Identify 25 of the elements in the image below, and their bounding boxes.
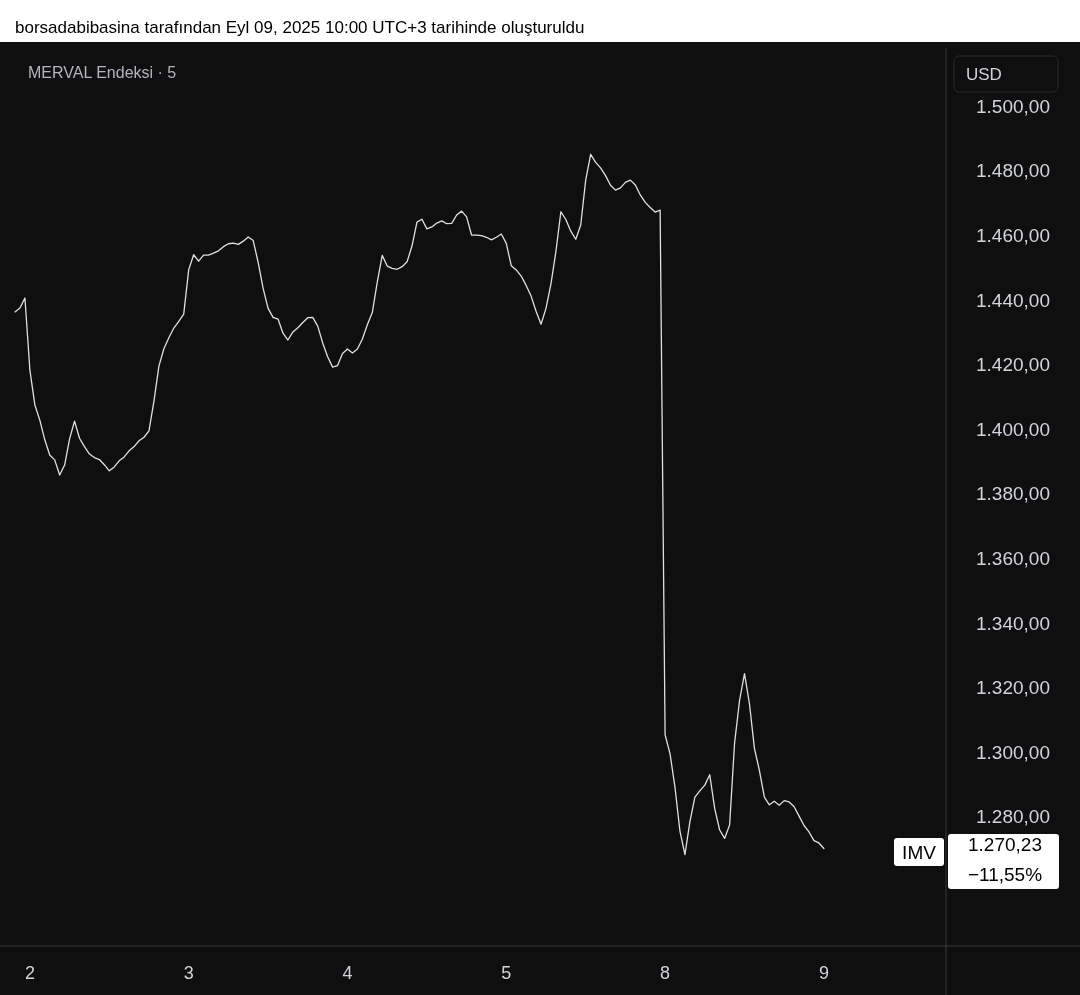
y-tick-label: 1.460,00	[976, 225, 1050, 246]
text: borsadabibasina tarafından Eyl 09, 2025 10:00 UTC+3 tarihinde oluşturuldu	[15, 18, 585, 37]
y-tick-label: 1.300,00	[976, 741, 1050, 763]
line-series	[14, 153, 825, 856]
y-tick-label: 1.500,00	[976, 95, 1050, 117]
y-tick-label: 1.340,00	[976, 612, 1050, 634]
x-tick-label: 5	[501, 963, 512, 983]
x-tick-label: 3	[183, 963, 194, 983]
y-tick-label: 1.400,00	[976, 418, 1050, 440]
text: −11,55%	[967, 863, 1043, 885]
x-tick-label: 4	[342, 963, 353, 983]
x-tick-label: 8	[660, 963, 671, 983]
y-tick-label: 1.420,00	[976, 354, 1050, 376]
text: 1.270,23	[968, 834, 1042, 856]
y-tick-label: 1.280,00	[976, 806, 1050, 828]
annotation: IMV	[902, 841, 937, 863]
y-tick-label: 1.480,00	[976, 160, 1050, 182]
y-tick-label: 1.360,00	[976, 548, 1050, 570]
x-tick-label: 9	[818, 963, 829, 983]
y-tick-label: 1.320,00	[976, 677, 1050, 699]
y-tick-label: 1.440,00	[976, 289, 1050, 311]
y-tick-label: 1.380,00	[976, 483, 1050, 505]
text: MERVAL Endeksi · 5	[28, 64, 177, 81]
x-tick-label: 2	[24, 963, 35, 983]
text: USD	[966, 65, 1002, 84]
